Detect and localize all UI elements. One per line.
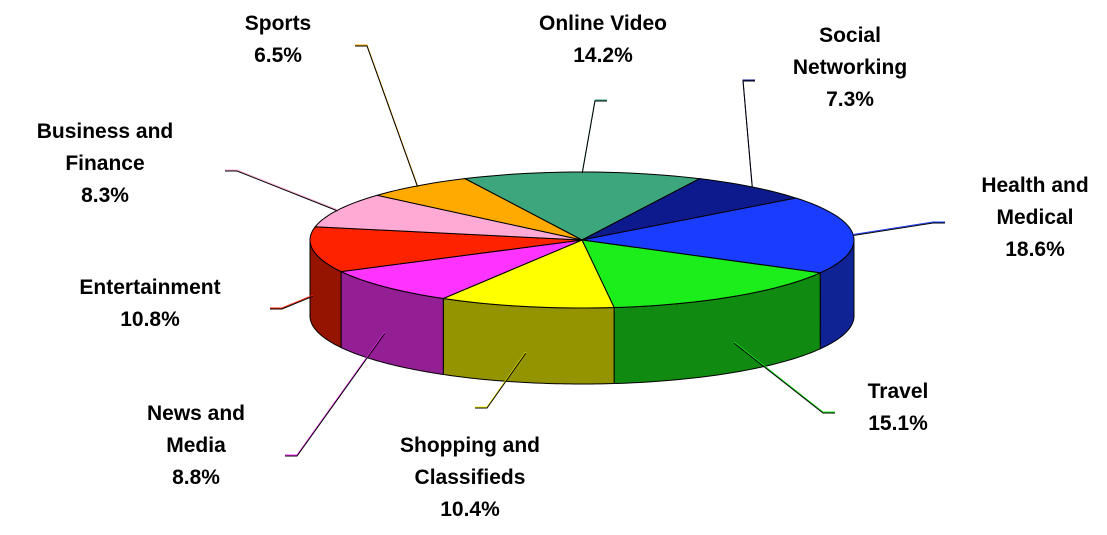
category-name: Entertainment bbox=[79, 276, 221, 299]
value-label: 6.5% bbox=[254, 44, 302, 67]
category-name: Sports bbox=[244, 12, 312, 35]
leader-line bbox=[285, 332, 386, 456]
category-name: Business and Finance bbox=[36, 120, 174, 175]
value-label: 10.8% bbox=[120, 308, 180, 331]
slice-side bbox=[442, 297, 615, 385]
leader-line-shadow bbox=[285, 333, 386, 457]
value-label: 18.6% bbox=[1005, 238, 1065, 261]
leader-line bbox=[853, 221, 945, 236]
leader-line-shadow bbox=[225, 170, 339, 212]
category-name: Travel bbox=[867, 380, 929, 403]
slice-label: Business and Finance 8.3% bbox=[0, 116, 210, 212]
value-label: 8.3% bbox=[81, 184, 129, 207]
value-label: 14.2% bbox=[573, 44, 633, 67]
leader-line-shadow bbox=[270, 295, 313, 310]
value-label: 15.1% bbox=[868, 412, 928, 435]
leader-line-shadow bbox=[475, 352, 527, 409]
leader-line-shadow bbox=[355, 45, 419, 188]
category-name: Online Video bbox=[539, 12, 667, 35]
leader-line-shadow bbox=[733, 342, 835, 414]
slice-label: Entertainment 10.8% bbox=[40, 272, 260, 336]
category-name: Social Networking bbox=[792, 24, 908, 79]
slice bbox=[441, 239, 615, 309]
slice bbox=[581, 239, 823, 309]
leader-line-shadow bbox=[581, 100, 607, 174]
slice-label: News and Media 8.8% bbox=[126, 398, 266, 494]
value-label: 8.8% bbox=[172, 466, 220, 489]
slice bbox=[314, 194, 583, 241]
leader-line bbox=[733, 341, 835, 413]
slice bbox=[309, 226, 583, 273]
slice-label: Sports 6.5% bbox=[218, 8, 338, 72]
category-name: Shopping and Classifieds bbox=[400, 434, 540, 489]
leader-line bbox=[270, 294, 313, 309]
leader-line bbox=[581, 99, 607, 173]
leader-line-shadow bbox=[742, 80, 755, 189]
value-label: 10.4% bbox=[440, 498, 500, 521]
slice-label: Online Video 14.2% bbox=[503, 8, 703, 72]
category-name: Health and Medical bbox=[981, 174, 1089, 229]
slice-label: Shopping and Classifieds 10.4% bbox=[365, 430, 575, 526]
leader-line bbox=[225, 169, 339, 211]
category-name: News and Media bbox=[146, 402, 246, 457]
slice bbox=[339, 239, 583, 300]
slice-label: Travel 15.1% bbox=[838, 376, 958, 440]
slice-label: Health and Medical 18.6% bbox=[960, 170, 1107, 266]
leader-line bbox=[475, 351, 527, 408]
leader-line bbox=[355, 44, 419, 187]
value-label: 7.3% bbox=[826, 88, 874, 111]
leader-line-shadow bbox=[853, 222, 945, 237]
slice-label: Social Networking 7.3% bbox=[765, 20, 935, 116]
